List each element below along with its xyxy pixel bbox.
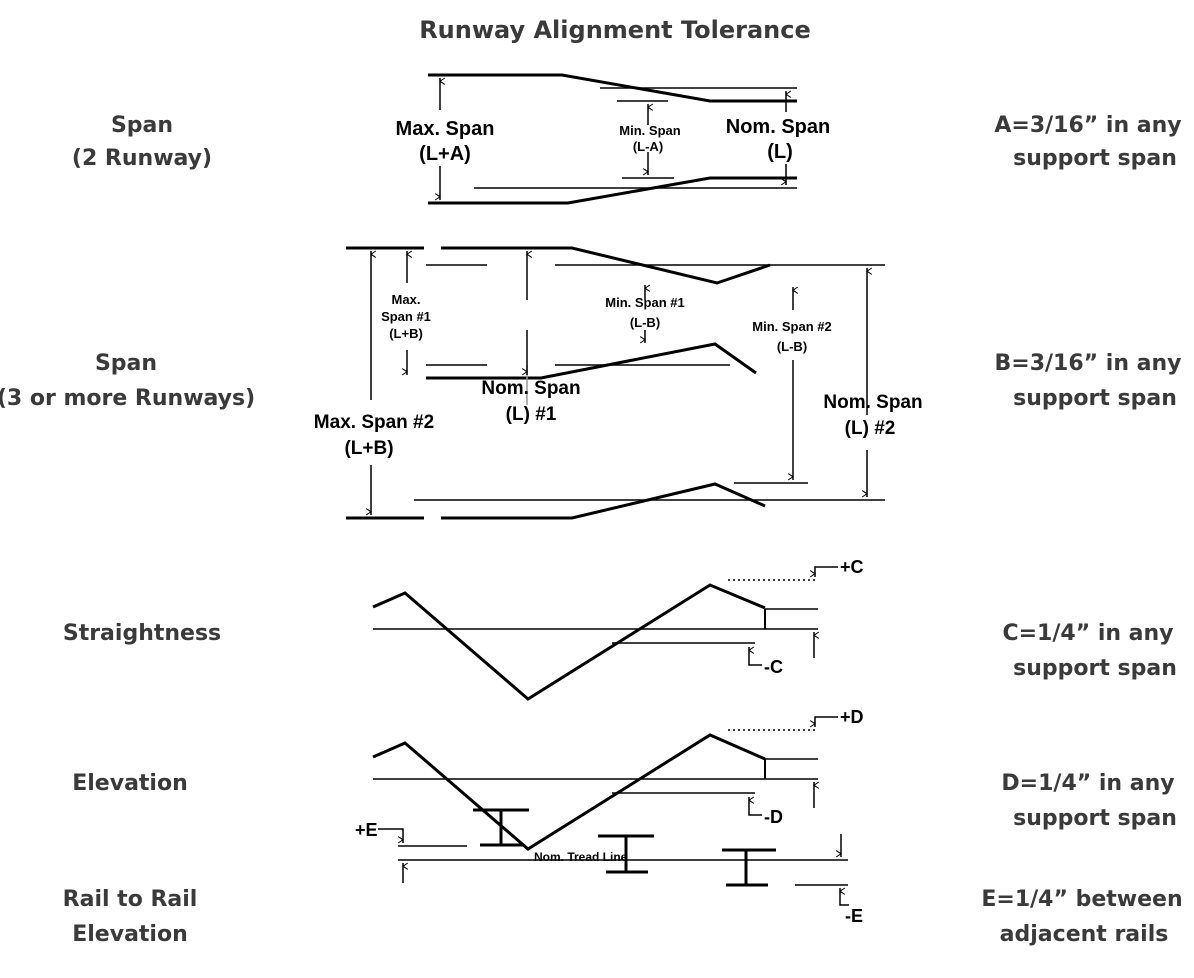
nom-span-2-label-line1: Nom. Span [823, 392, 922, 413]
nom-span-label-line1: Nom. Span [726, 116, 830, 138]
plus-d-label: +D [840, 707, 864, 727]
rail-profile-2 [598, 834, 654, 874]
minus-d-leader [748, 796, 762, 816]
minus-c-leader [748, 646, 762, 666]
rail-to-rail-label-line1: Rail to Rail [63, 887, 198, 912]
max-span-1-label-line2: Span #1 [381, 309, 431, 324]
max-span-2-label-line2: (L+B) [344, 438, 393, 459]
rail-to-rail-diagram [378, 808, 849, 906]
rail-2-lower-right [441, 342, 757, 380]
tolerance-e-line1: E=1/4” between [981, 887, 1182, 912]
nom-span-1-label-line2: (L) #1 [506, 404, 557, 425]
straightness-diagram [372, 566, 838, 701]
elevation-diagram [372, 716, 838, 851]
tolerance-b-line2: support span [1013, 386, 1177, 411]
min-span-1-label-line2: (L-B) [630, 315, 660, 330]
max-span-label-line1: Max. Span [396, 118, 495, 140]
rail-profile-3 [722, 848, 776, 887]
tolerance-a-line2: support span [1013, 146, 1177, 171]
tolerance-e-line2: adjacent rails [1000, 922, 1169, 947]
tolerance-b-line1: B=3/16” in any [995, 351, 1182, 376]
min-span-label-line1: Min. Span [619, 123, 680, 138]
span-3-runway-diagram [346, 246, 885, 520]
min-span-1-label-line1: Min. Span #1 [605, 295, 684, 310]
plus-c-leader [809, 566, 838, 578]
max-span-1-label-line1: Max. [392, 292, 421, 307]
lower-rail-line [428, 176, 797, 205]
nom-span-1-label-line1: Nom. Span [481, 378, 580, 399]
diagram-title: Runway Alignment Tolerance [419, 16, 811, 44]
tolerance-c-line2: support span [1013, 656, 1177, 681]
rail-3-right [441, 482, 766, 520]
plus-e-leader [378, 828, 404, 844]
tolerance-d-line2: support span [1013, 806, 1177, 831]
plus-c-label: +C [840, 557, 864, 577]
max-span-2-label-line1: Max. Span #2 [314, 412, 434, 433]
span-2-runway-label-line2: (2 Runway) [72, 146, 212, 171]
nominal-tread-line-label: Nom. Tread Line [534, 850, 628, 864]
min-span-label-line2: (L-A) [633, 139, 663, 154]
elevation-zigzag-rail [372, 733, 766, 851]
span-3-runway-label-line2: (3 or more Runways) [0, 386, 255, 411]
rail-profile-1 [473, 808, 529, 847]
tolerance-d-line1: D=1/4” in any [1001, 771, 1174, 796]
minus-d-label: -D [764, 807, 783, 827]
span-3-runway-label-line1: Span [95, 351, 157, 376]
nom-span-label-line2: (L) [767, 141, 793, 163]
rail-to-rail-label-line2: Elevation [72, 922, 188, 947]
straightness-label: Straightness [63, 621, 221, 646]
min-span-2-label-line1: Min. Span #2 [752, 319, 831, 334]
min-span-2-label-line2: (L-B) [777, 339, 807, 354]
span-2-runway-diagram [428, 73, 797, 205]
plus-d-leader [809, 716, 838, 728]
tolerance-a-line1: A=3/16” in any [994, 113, 1181, 138]
minus-e-leader [839, 887, 849, 906]
span-2-runway-label-line1: Span [111, 113, 173, 138]
minus-c-label: -C [764, 657, 783, 677]
elevation-label: Elevation [72, 771, 188, 796]
straightness-zigzag-rail [372, 583, 766, 701]
minus-e-label: -E [845, 906, 863, 926]
plus-e-label: +E [355, 820, 378, 840]
tolerance-c-line1: C=1/4” in any [1002, 621, 1173, 646]
nom-span-2-label-line2: (L) #2 [845, 418, 896, 439]
max-span-label-line2: (L+A) [419, 143, 471, 165]
max-span-1-label-line3: (L+B) [389, 326, 423, 341]
